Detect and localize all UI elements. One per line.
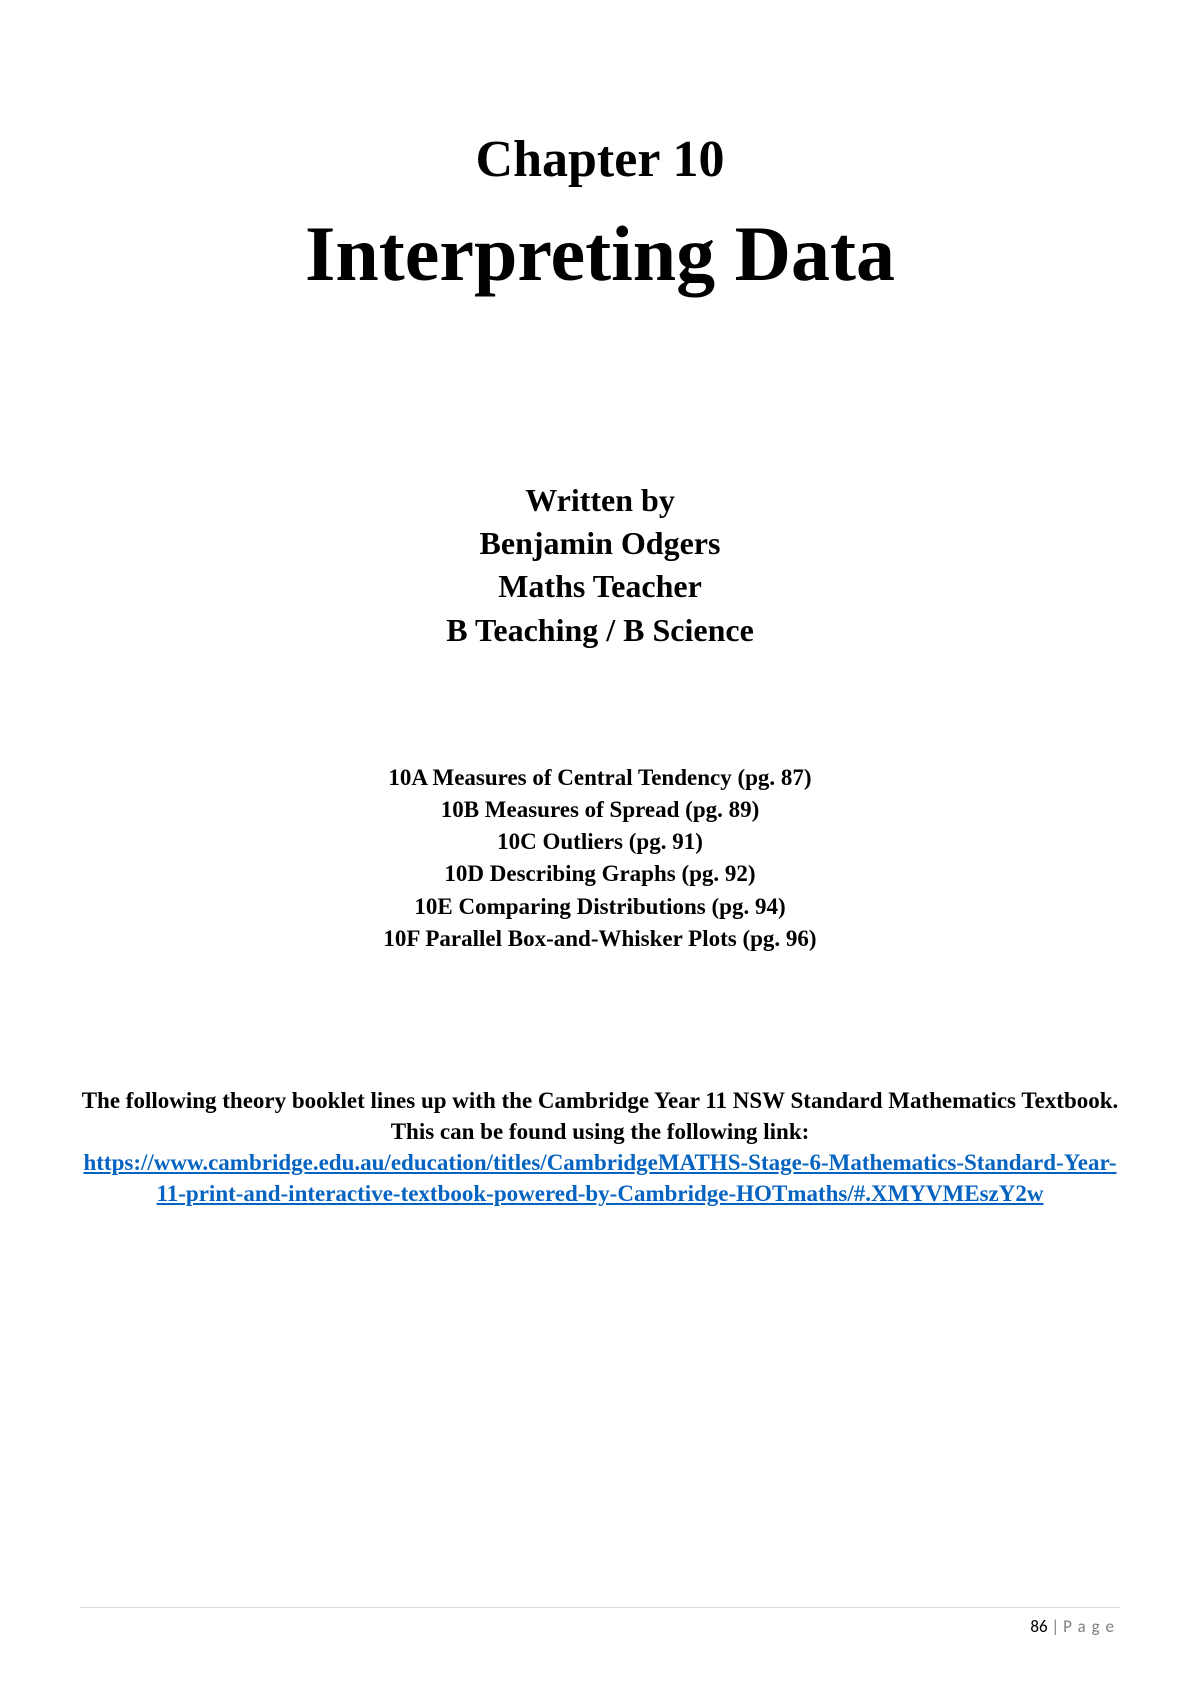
toc-block: 10A Measures of Central Tendency (pg. 87… bbox=[80, 762, 1120, 955]
description-block: The following theory booklet lines up wi… bbox=[80, 1085, 1120, 1209]
toc-item: 10A Measures of Central Tendency (pg. 87… bbox=[80, 762, 1120, 794]
toc-item: 10B Measures of Spread (pg. 89) bbox=[80, 794, 1120, 826]
chapter-title: Interpreting Data bbox=[80, 209, 1120, 299]
page-label: Page bbox=[1063, 1616, 1120, 1637]
author-role: Maths Teacher bbox=[80, 565, 1120, 608]
toc-item: 10D Describing Graphs (pg. 92) bbox=[80, 858, 1120, 890]
page-separator: | bbox=[1048, 1616, 1064, 1637]
chapter-label: Chapter 10 bbox=[80, 130, 1120, 189]
author-name: Benjamin Odgers bbox=[80, 522, 1120, 565]
toc-item: 10C Outliers (pg. 91) bbox=[80, 826, 1120, 858]
description-text: The following theory booklet lines up wi… bbox=[82, 1088, 1119, 1144]
author-qualification: B Teaching / B Science bbox=[80, 609, 1120, 652]
toc-item: 10F Parallel Box-and-Whisker Plots (pg. … bbox=[80, 923, 1120, 955]
toc-item: 10E Comparing Distributions (pg. 94) bbox=[80, 891, 1120, 923]
textbook-link[interactable]: https://www.cambridge.edu.au/education/t… bbox=[83, 1150, 1116, 1206]
page-footer: 86 | Page bbox=[80, 1607, 1120, 1637]
author-block: Written by Benjamin Odgers Maths Teacher… bbox=[80, 479, 1120, 652]
page-number: 86 bbox=[1030, 1616, 1047, 1637]
written-by-label: Written by bbox=[80, 479, 1120, 522]
